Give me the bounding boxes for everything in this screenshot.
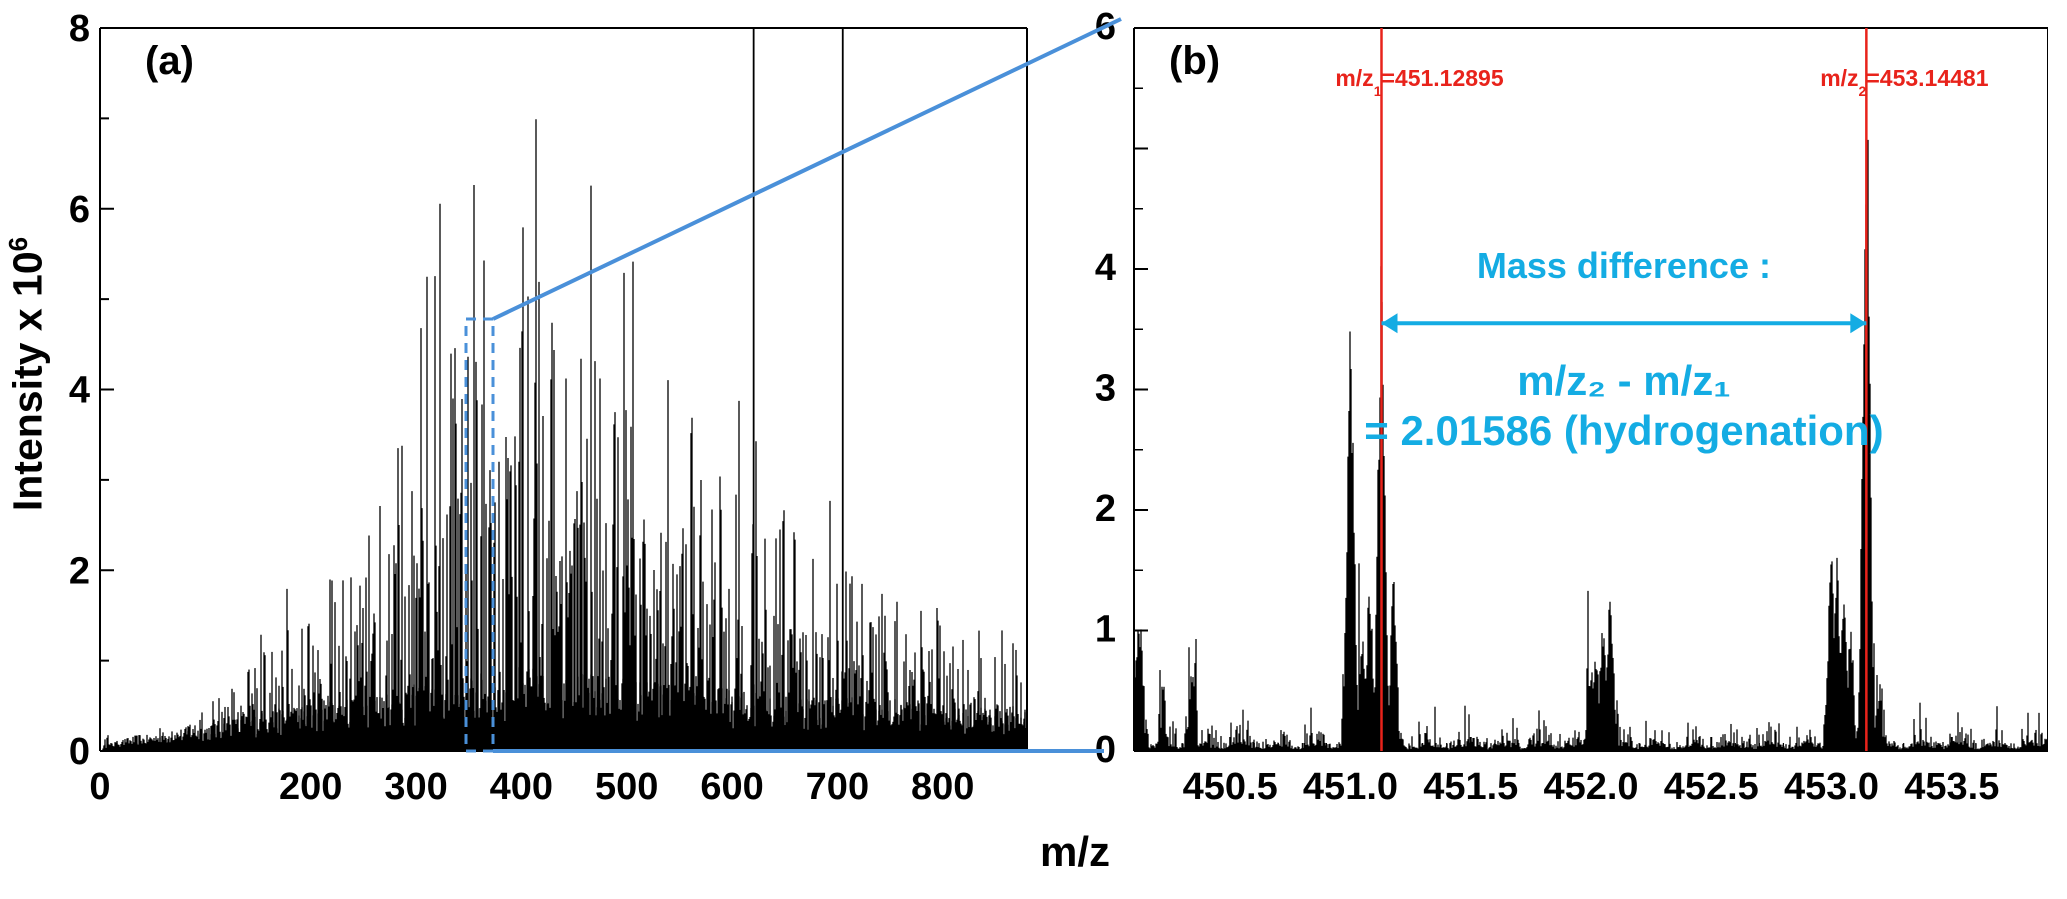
svg-text:452.0: 452.0 xyxy=(1543,766,1638,808)
svg-text:6: 6 xyxy=(1095,6,1116,48)
svg-text:500: 500 xyxy=(595,766,658,808)
svg-text:451.5: 451.5 xyxy=(1423,766,1518,808)
svg-text:0: 0 xyxy=(69,731,90,773)
svg-text:453.0: 453.0 xyxy=(1784,766,1879,808)
svg-text:m/z1: m/z1 xyxy=(1335,65,1381,99)
svg-text:200: 200 xyxy=(279,766,342,808)
svg-text:4: 4 xyxy=(69,370,90,412)
svg-text:(b): (b) xyxy=(1169,39,1220,83)
svg-text:1: 1 xyxy=(1095,609,1116,651)
svg-text:0: 0 xyxy=(89,766,110,808)
svg-text:4: 4 xyxy=(1095,247,1116,289)
svg-text:= 2.01586 (hydrogenation): = 2.01586 (hydrogenation) xyxy=(1364,407,1883,454)
svg-text:6: 6 xyxy=(69,189,90,231)
svg-text:8: 8 xyxy=(69,8,90,50)
svg-text:451.0: 451.0 xyxy=(1303,766,1398,808)
svg-text:2: 2 xyxy=(69,550,90,592)
svg-text:300: 300 xyxy=(384,766,447,808)
svg-text:m/z₂ - m/z₁: m/z₂ - m/z₁ xyxy=(1517,357,1730,404)
svg-text:m/z2: m/z2 xyxy=(1820,65,1866,99)
svg-text:450.5: 450.5 xyxy=(1183,766,1278,808)
svg-text:2: 2 xyxy=(1095,488,1116,530)
svg-text:700: 700 xyxy=(806,766,869,808)
svg-text:600: 600 xyxy=(700,766,763,808)
svg-text:453.5: 453.5 xyxy=(1904,766,1999,808)
svg-text:400: 400 xyxy=(490,766,553,808)
svg-text:3: 3 xyxy=(1095,368,1116,410)
svg-text:=453.14481: =453.14481 xyxy=(1866,65,1988,91)
svg-text:=451.12895: =451.12895 xyxy=(1381,65,1503,91)
svg-text:0: 0 xyxy=(1095,729,1116,771)
svg-text:800: 800 xyxy=(911,766,974,808)
svg-text:Mass difference :: Mass difference : xyxy=(1477,245,1771,286)
svg-text:452.5: 452.5 xyxy=(1664,766,1759,808)
svg-text:(a): (a) xyxy=(145,39,194,83)
